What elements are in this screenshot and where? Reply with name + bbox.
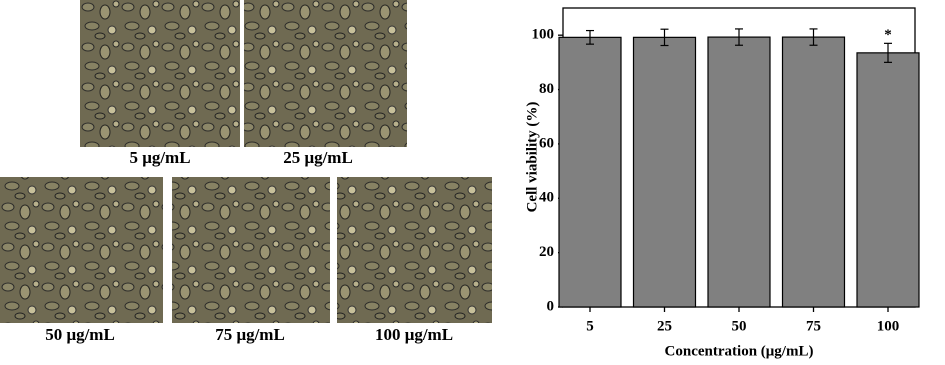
image-label: 100 μg/mL (375, 325, 453, 344)
y-tick-label: 20 (539, 244, 554, 260)
bar (781, 36, 846, 308)
bar (632, 36, 697, 308)
y-axis-label: Cell viability (%) (524, 102, 540, 213)
error-bar (660, 28, 669, 47)
y-tick-label: 80 (539, 81, 554, 97)
y-tick-label: 100 (532, 27, 555, 43)
micrographs: 5 μg/mL 25 μg/mL 50 μg/mL 75 μg/mL 100 μ… (0, 0, 492, 344)
error-bar (809, 28, 818, 46)
image-label: 25 μg/mL (283, 148, 353, 167)
annotation: * (884, 27, 892, 43)
micrograph (244, 0, 407, 147)
micrograph (0, 177, 163, 323)
x-tick-label: 100 (877, 318, 900, 334)
y-tick-label: 60 (539, 135, 554, 151)
micrograph (80, 0, 240, 147)
x-tick-label: 75 (806, 318, 821, 334)
image-label: 75 μg/mL (215, 325, 285, 344)
x-tick-label: 25 (657, 318, 672, 334)
bar (856, 52, 920, 308)
error-bar (586, 29, 594, 45)
y-tick-label: 0 (547, 298, 555, 314)
bar (707, 36, 771, 308)
micrograph (337, 177, 492, 323)
x-tick-label: 50 (732, 318, 747, 334)
x-tick-label: 5 (586, 318, 594, 334)
image-label: 50 μg/mL (45, 325, 115, 344)
error-bar (884, 42, 892, 63)
x-axis-label: Concentration (μg/mL) (665, 343, 814, 359)
image-label: 5 μg/mL (129, 148, 190, 167)
bar (558, 36, 622, 308)
error-bar (735, 28, 743, 46)
micrograph (172, 177, 330, 323)
y-tick-label: 40 (539, 190, 554, 206)
